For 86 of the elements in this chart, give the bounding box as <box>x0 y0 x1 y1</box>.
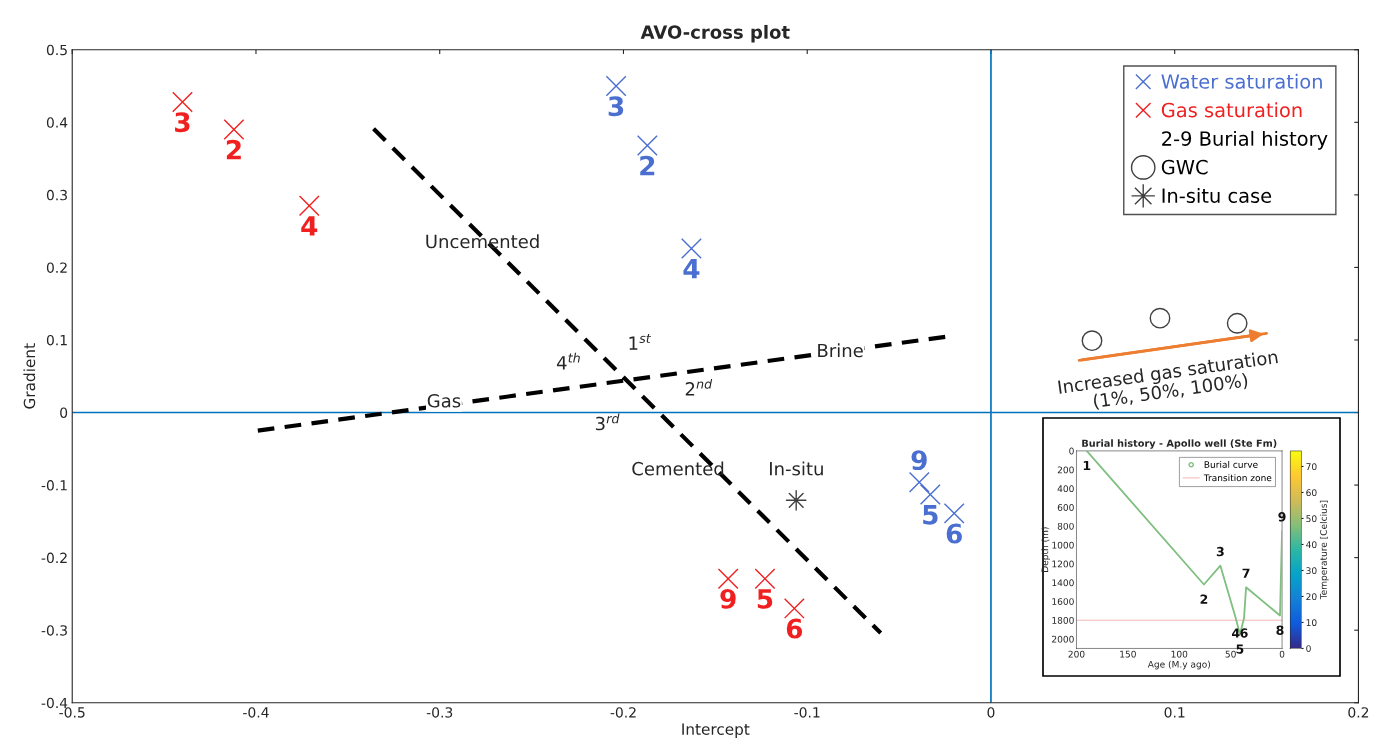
color-bar-label: 40 <box>1306 541 1317 549</box>
annotation: 2-9 Burial history <box>1162 130 1328 150</box>
y-tick-label: 0.4 <box>46 117 68 128</box>
annotation: 3 <box>175 112 190 133</box>
annotation: 5 <box>923 505 938 525</box>
annotation: 3 <box>1216 546 1224 557</box>
annotation: 2 <box>1200 594 1208 604</box>
x-tick-label: -0.1 <box>794 707 820 718</box>
y-tick-label: -0.3 <box>41 625 67 636</box>
annotation: 9 <box>1278 512 1286 522</box>
x-axis-title: Age (M.y ago) <box>1147 660 1210 670</box>
y-tick-label: -0.1 <box>41 480 67 491</box>
x-tick-label: -0.3 <box>426 707 453 718</box>
y-tick-label: 1800 <box>1052 616 1074 624</box>
annotation: 7 <box>1242 568 1250 578</box>
annotation: Gas <box>427 393 461 408</box>
annotation: 6 <box>786 618 803 639</box>
y-tick-label: 0.2 <box>46 262 67 273</box>
annotation: Uncemented <box>426 234 539 249</box>
y-tick-label: -0.2 <box>41 552 67 564</box>
annotation: 4 <box>301 216 318 236</box>
y-tick-label: 1000 <box>1052 541 1074 549</box>
annotation: 1$^{st}$ <box>629 334 652 350</box>
annotation: 8 <box>1276 625 1284 635</box>
x-tick-label: 200 <box>1068 650 1085 658</box>
annotation: Brine <box>818 343 863 358</box>
x-tick-label: 100 <box>1171 650 1188 658</box>
y-axis-title: Gradient <box>23 343 36 409</box>
legend-label: Water saturation <box>1161 73 1322 89</box>
x-tick-label: 0 <box>987 707 995 718</box>
color-bar-label: 30 <box>1306 567 1317 575</box>
x-tick-label: 0.1 <box>1164 707 1185 718</box>
x-tick-label: 50 <box>1225 650 1236 658</box>
y-tick-label: 200 <box>1057 466 1074 474</box>
y-tick-label: 0.1 <box>46 334 67 346</box>
chart-title: AVO-cross plot <box>640 24 790 43</box>
annotation: 4 <box>683 259 700 279</box>
color-bar-label: 20 <box>1306 593 1317 601</box>
y-tick-label: 1200 <box>1052 560 1074 568</box>
annotation: 9 <box>911 450 927 471</box>
x-tick-label: 0.2 <box>1348 707 1369 718</box>
x-tick-label: 150 <box>1120 650 1136 658</box>
annotation: 5 <box>757 589 773 609</box>
annotation: 4$^{th}$ <box>556 352 580 370</box>
annotation: 2$^{nd}$ <box>685 378 713 396</box>
y-tick-label: 0.5 <box>46 44 67 56</box>
y-tick-label: -0.4 <box>41 697 68 709</box>
x-tick-label: -0.2 <box>610 707 636 718</box>
annotation: 5 <box>1236 644 1244 654</box>
chart-title: Burial history - Apollo well (Ste Fm) <box>1082 439 1277 449</box>
annotation: 2 <box>640 155 655 176</box>
y-tick-label: 0 <box>60 407 68 418</box>
x-tick-label: -0.4 <box>243 707 269 718</box>
annotation: 4 <box>1232 628 1240 638</box>
color-bar-label: 50 <box>1306 515 1317 523</box>
color-bar-title: Temperature [Celcius] <box>1319 500 1329 600</box>
color-bar-label: 70 <box>1306 463 1317 471</box>
annotation: In-situ <box>770 461 823 476</box>
annotation: 3$^{rd}$ <box>595 413 620 431</box>
y-tick-label: 2000 <box>1052 635 1074 643</box>
annotation: Increased gas saturation (1%, 50%, 100%) <box>1058 349 1279 411</box>
y-tick-label: 0.3 <box>46 189 67 201</box>
y-tick-label: 800 <box>1057 522 1074 530</box>
color-bar-label: 60 <box>1306 489 1317 497</box>
annotation: 6 <box>946 523 962 544</box>
legend-label: In-situ case <box>1162 187 1272 204</box>
y-tick-label: 1600 <box>1052 598 1074 605</box>
annotation: 3 <box>608 96 624 117</box>
color-bar-label: 10 <box>1306 619 1317 627</box>
legend-label: Burial curve <box>1204 460 1258 468</box>
annotation: 2 <box>226 139 241 160</box>
annotation: 6 <box>1240 628 1248 638</box>
x-tick-label: -0.5 <box>59 707 85 718</box>
color-bar-label: 0 <box>1306 645 1311 652</box>
y-tick-label: 0 <box>1069 447 1074 455</box>
y-tick-label: 1400 <box>1052 579 1074 587</box>
legend-label: Transition zone <box>1203 474 1272 482</box>
annotation: 9 <box>720 588 736 609</box>
legend-label: GWC <box>1161 159 1208 175</box>
x-tick-label: 0 <box>1279 650 1285 658</box>
legend-label: Gas saturation <box>1161 102 1302 118</box>
y-tick-label: 400 <box>1057 485 1074 493</box>
x-axis-title: Intercept <box>682 723 750 738</box>
annotation: 1 <box>1083 461 1091 471</box>
annotation: Cemented <box>632 461 724 476</box>
y-tick-label: 600 <box>1057 504 1074 511</box>
